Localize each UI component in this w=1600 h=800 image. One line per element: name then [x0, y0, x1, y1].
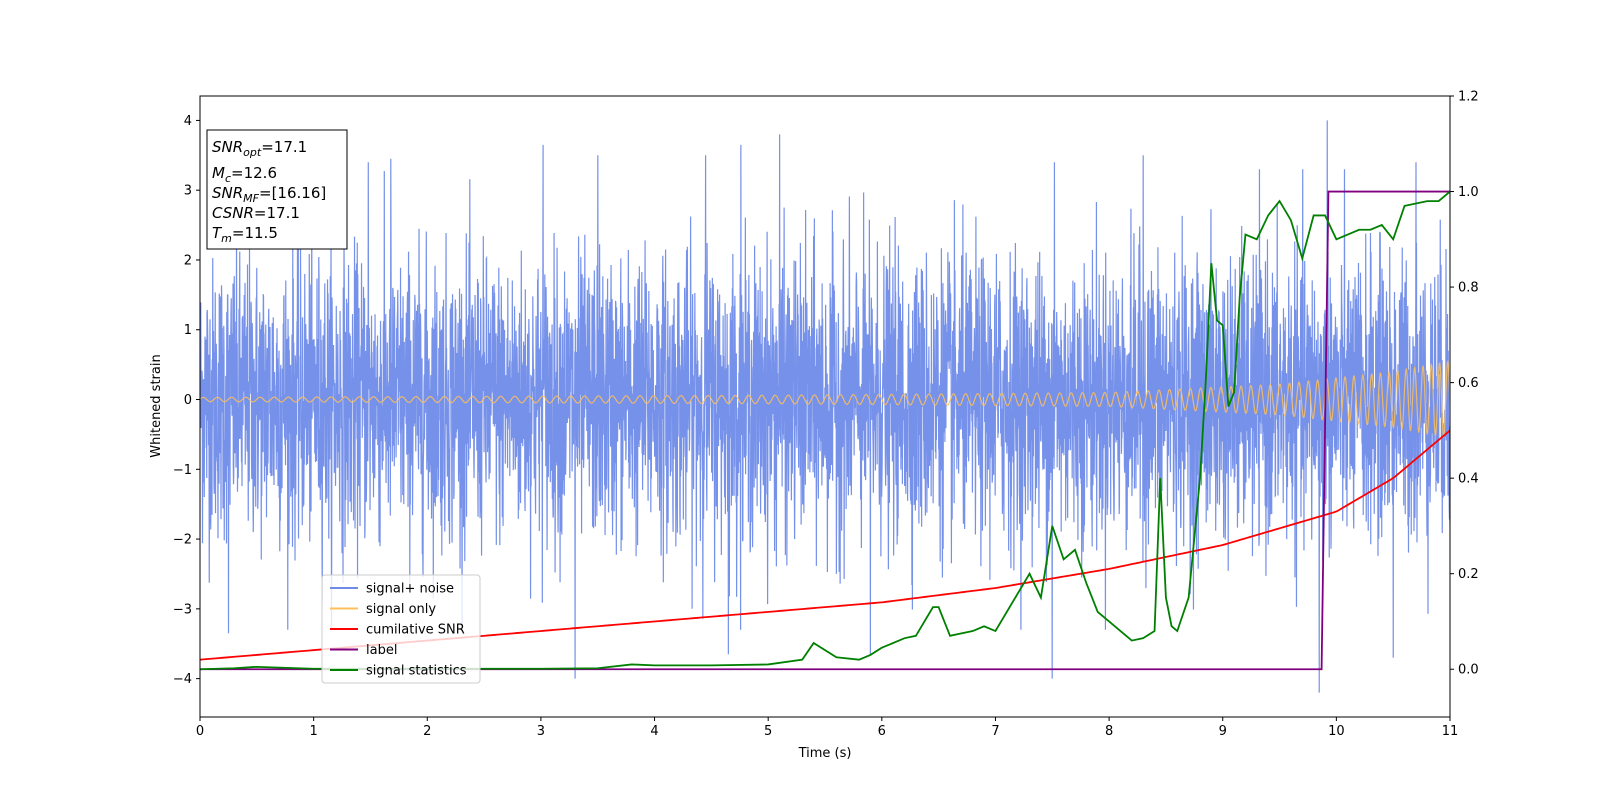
x-tick-label: 9 — [1219, 724, 1227, 739]
y-tick-label: −3 — [173, 602, 192, 617]
legend-entry: signal+ noise — [366, 582, 454, 597]
legend: signal+ noise signal only cumilative SNR la… — [321, 574, 481, 684]
y-axis-label: Whitened strain — [149, 354, 164, 457]
y-axis-right: 0.0 0.2 0.4 0.6 0.8 1.0 1.2 — [1450, 90, 1479, 678]
x-tick-label: 1 — [309, 724, 317, 739]
y2-tick-label: 1.2 — [1458, 90, 1479, 105]
x-tick-label: 6 — [878, 724, 886, 739]
info-line: SNRMF=[16.16] — [212, 184, 326, 205]
x-tick-label: 5 — [764, 724, 772, 739]
series-signal-only — [200, 359, 1450, 439]
info-line: Mc=12.6 — [212, 164, 277, 185]
info-box: SNRopt=17.1 Mc=12.6SNRMF=[16.16]CSNR=17.1… — [206, 129, 348, 250]
plot-frame — [199, 95, 1451, 718]
legend-entry: signal only — [366, 602, 436, 617]
y-tick-label: 3 — [184, 184, 192, 199]
y2-tick-label: 0.0 — [1458, 663, 1479, 678]
y2-tick-label: 0.2 — [1458, 567, 1479, 582]
y-tick-label: −1 — [173, 463, 192, 478]
y2-tick-label: 0.6 — [1458, 376, 1479, 391]
y-tick-label: 1 — [184, 323, 192, 338]
x-axis: 0 1 2 3 4 5 6 7 8 9 10 11 — [196, 717, 1458, 739]
x-tick-label: 4 — [650, 724, 658, 739]
y2-tick-label: 0.8 — [1458, 281, 1479, 296]
x-axis-label: Time (s) — [798, 746, 852, 761]
legend-entry: cumilative SNR — [366, 623, 465, 638]
x-tick-label: 3 — [537, 724, 545, 739]
y2-tick-label: 0.4 — [1458, 472, 1479, 487]
x-tick-label: 2 — [423, 724, 431, 739]
y-tick-label: −2 — [173, 533, 192, 548]
series-label — [200, 190, 1450, 671]
legend-entry: label — [366, 643, 397, 658]
legend-entry: signal statistics — [366, 664, 467, 679]
info-line: CSNR=17.1 — [212, 204, 300, 222]
x-tick-label: 0 — [196, 724, 204, 739]
info-line: SNRopt=17.1 — [212, 138, 307, 159]
y-tick-label: 4 — [184, 114, 192, 129]
series-signal-noise — [200, 120, 1450, 693]
legend-box — [321, 574, 481, 684]
x-tick-label: 11 — [1442, 724, 1459, 739]
y-tick-label: 2 — [184, 253, 192, 268]
x-tick-label: 10 — [1328, 724, 1345, 739]
x-tick-label: 8 — [1105, 724, 1113, 739]
info-line: Tm=11.5 — [212, 224, 278, 245]
series-signal-statistics — [200, 190, 1450, 671]
y2-tick-label: 1.0 — [1458, 185, 1479, 200]
y-axis-left: −4 −3 −2 −1 0 1 2 3 4 — [173, 114, 200, 687]
y-tick-label: 0 — [184, 393, 192, 408]
y-tick-label: −4 — [173, 672, 192, 687]
x-tick-label: 7 — [991, 724, 999, 739]
